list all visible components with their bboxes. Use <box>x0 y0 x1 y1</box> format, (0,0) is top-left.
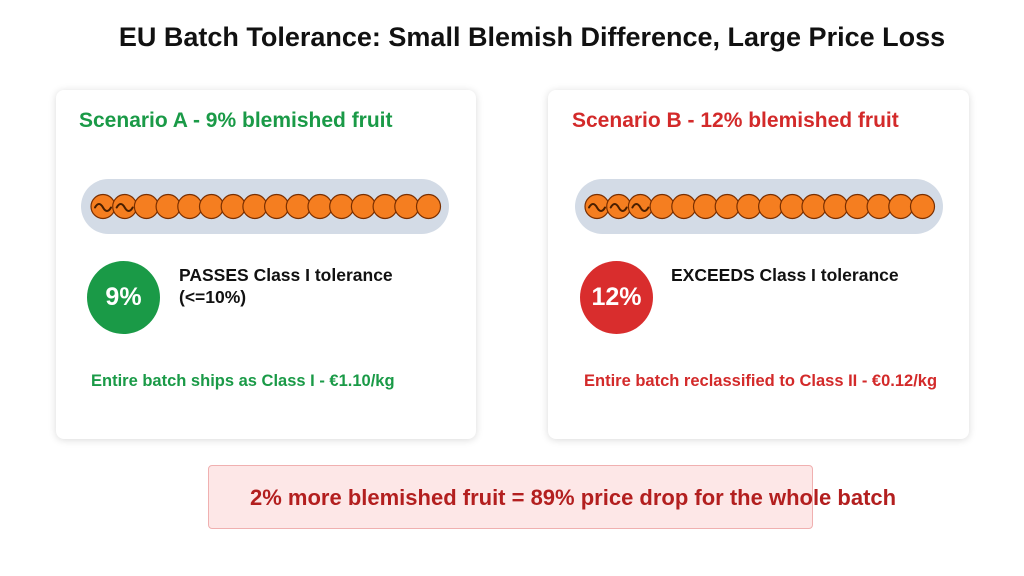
summary-banner: 2% more blemished fruit = 89% price drop… <box>208 465 896 529</box>
fruit <box>372 193 398 220</box>
fruit <box>329 193 355 220</box>
scenario-b-card: Scenario B - 12% blemished fruit 12% EXC… <box>548 90 969 439</box>
fruit <box>866 193 892 220</box>
fruit <box>307 193 333 220</box>
page-title: EU Batch Tolerance: Small Blemish Differ… <box>118 22 946 52</box>
summary-banner-text: 2% more blemished fruit = 89% price drop… <box>250 485 897 510</box>
fruit <box>692 193 719 220</box>
fruit <box>649 193 675 220</box>
scenario-a-fruit-row <box>81 179 449 234</box>
scenario-a-fruit-svg <box>90 193 442 220</box>
fruit <box>133 193 160 220</box>
blemish-mark <box>631 203 650 212</box>
scenario-a-outcome: Entire batch ships as Class I - €1.10/kg <box>91 372 395 390</box>
fruit <box>415 193 442 220</box>
fruit <box>155 193 181 220</box>
scenario-b-verdict: EXCEEDS Class I tolerance <box>671 265 899 285</box>
fruit <box>394 193 420 220</box>
blemish-mark <box>609 203 628 212</box>
scenario-b-outcome: Entire batch reclassified to Class II - … <box>584 372 938 390</box>
fruit <box>844 193 870 220</box>
scenario-b-fruit-svg <box>584 193 936 220</box>
fruit <box>242 193 268 220</box>
blemish-mark <box>94 203 112 212</box>
scenario-a-card: Scenario A - 9% blemished fruit 9% PASSE… <box>56 90 476 439</box>
scenario-a-heading: Scenario A - 9% blemished fruit <box>79 109 393 132</box>
fruit <box>671 193 697 220</box>
scenario-a-badge: 9% <box>87 261 160 334</box>
blemish-mark <box>115 203 134 212</box>
scenario-a-verdict: PASSES Class I tolerance (<=10%) <box>179 265 393 307</box>
fruit <box>758 193 784 220</box>
fruit <box>801 193 827 220</box>
scenario-b-fruit-row <box>575 179 943 234</box>
fruit <box>264 193 290 220</box>
fruit <box>714 193 740 220</box>
fruit <box>909 193 936 220</box>
scenario-b-heading: Scenario B - 12% blemished fruit <box>572 109 899 132</box>
fruit <box>779 193 805 220</box>
fruit <box>177 193 203 220</box>
fruit <box>823 193 849 220</box>
fruit <box>736 193 762 220</box>
fruit <box>285 193 311 220</box>
fruit <box>350 193 376 220</box>
fruit <box>888 193 914 220</box>
fruit <box>198 193 225 220</box>
scenario-b-badge: 12% <box>580 261 653 334</box>
fruit <box>220 193 246 220</box>
blemish-mark <box>588 203 606 212</box>
